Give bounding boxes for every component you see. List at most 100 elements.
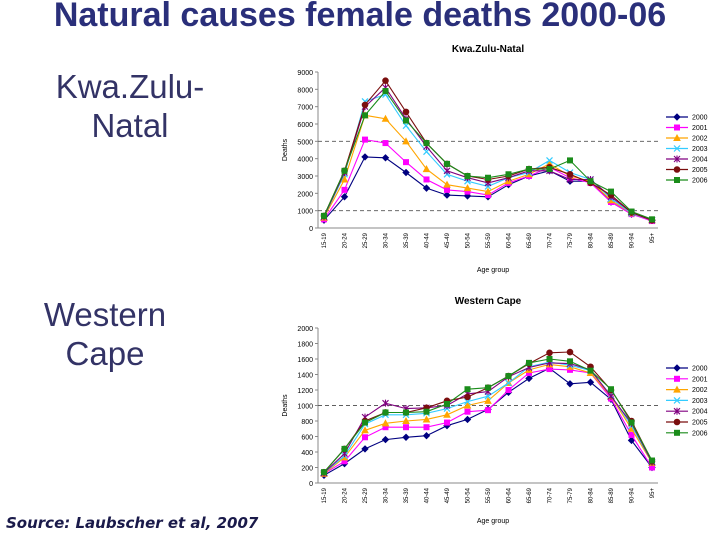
wc-series-2003 [320,358,656,477]
slide-title: Natural causes female deaths 2000-06 [53,0,667,34]
wc-y-tick-label: 200 [301,466,313,473]
wc-data-point [341,445,348,452]
wc-data-point [361,426,369,434]
wc-data-point [382,399,389,407]
kzn-x-tick-label: 20-24 [343,232,349,248]
kzn-data-point [423,148,430,156]
kzn-data-point [464,173,471,179]
kzn-x-tick-label: 95+ [650,233,656,244]
kzn-data-point [422,184,431,192]
wc-legend-entry-2002: 2002 [666,385,708,394]
wc-data-point [321,469,327,476]
wc-legend-entry-2005: 2005 [666,418,708,427]
wc-y-tick-label: 2000 [297,326,313,333]
wc-data-point [526,359,532,366]
kzn-data-point [361,153,369,161]
wc-legend-label: 2003 [692,398,708,405]
wc-data-point [423,408,430,415]
wc-data-point [566,348,574,356]
wc-data-point [587,367,594,374]
wc-data-point [381,419,390,427]
wc-data-point [608,386,614,393]
kzn-data-point [567,157,573,164]
kzn-data-point [402,168,410,177]
wc-legend-label: 2002 [692,387,708,394]
wc-y-tick-label: 1400 [297,373,313,380]
kzn-data-point [649,216,655,223]
kzn-data-point [443,167,451,175]
wc-data-point [422,432,431,440]
wc-x-tick-label: 80-84 [589,487,595,503]
wc-data-point [463,401,472,409]
wc-legend-entry-2006: 2006 [666,429,708,437]
wc-legend-marker [674,375,680,382]
kzn-x-tick-label: 40-44 [425,232,431,248]
kzn-legend-marker [673,155,681,163]
wc-legend-entry-2001: 2001 [666,375,708,383]
wc-data-point [525,374,533,383]
kzn-data-point [321,212,327,219]
wc-data-point [485,407,491,414]
wc-x-axis-label: Age group [477,518,509,525]
wc-legend-marker [673,407,681,415]
kzn-x-tick-label: 55-59 [486,232,492,248]
wc-data-point [546,356,553,362]
kzn-y-tick-label: 6000 [297,122,313,129]
wc-data-point [628,431,635,438]
kzn-data-point [341,167,348,174]
wc-data-point [649,457,655,464]
wc-legend-label: 2000 [692,366,708,373]
kzn-legend-label: 2000 [692,115,708,122]
kzn-y-tick-label: 2000 [297,191,313,198]
kzn-y-tick-label: 1000 [297,209,313,216]
kzn-y-tick-label: 7000 [297,105,313,112]
kzn-legend-label: 2006 [692,178,708,185]
kzn-legend-marker [674,124,680,131]
kzn-data-point [381,154,390,162]
wc-y-tick-label: 1600 [297,357,313,364]
wc-x-tick-label: 90-94 [630,487,636,503]
kzn-x-tick-label: 45-49 [445,232,451,248]
kzn-legend-entry-2000: 2000 [666,113,708,122]
wc-y-axis-label: Deaths [282,394,289,417]
wc-y-tick-label: 1800 [297,342,313,349]
kzn-data-point [402,122,410,130]
wc-x-tick-label: 50-54 [466,487,472,503]
wc-y-tick-label: 1200 [297,388,313,395]
kzn-data-point [403,159,409,166]
kzn-data-point [463,184,472,192]
kzn-x-tick-label: 65-69 [527,232,533,248]
wc-data-point [464,408,471,415]
wc-data-point [586,378,595,386]
kzn-data-point [340,175,349,183]
kzn-data-point [526,166,532,173]
wc-data-point [422,415,431,423]
kzn-legend-entry-2005: 2005 [666,166,708,174]
kzn-x-tick-label: 75-79 [568,232,574,248]
kzn-legend-marker [673,166,681,173]
kzn-x-tick-label: 85-89 [609,232,615,248]
kzn-data-point [422,165,431,173]
kzn-legend-entry-2003: 2003 [666,145,708,153]
kzn-data-point [381,114,390,122]
wc-legend-label: 2005 [692,420,708,427]
wc-x-tick-label: 45-49 [445,487,451,503]
wc-data-point [444,419,450,426]
kzn-data-point [443,191,451,199]
wc-legend-marker [673,385,681,393]
kzn-data-point [628,208,635,215]
wc-data-point [627,436,636,445]
kzn-x-tick-label: 70-74 [548,232,554,248]
wc-legend-marker [673,418,681,426]
wc-data-point [423,424,430,431]
wc-data-point [403,409,409,416]
wc-data-point [505,379,512,387]
kzn-data-point [443,180,451,188]
kzn-chart-title: Kwa.Zulu-Natal [452,44,524,55]
wc-data-point [505,373,512,380]
wc-x-tick-label: 15-19 [322,487,328,503]
wc-x-tick-label: 55-59 [486,487,492,503]
kzn-x-tick-label: 50-54 [466,232,472,248]
kzn-x-tick-label: 35-39 [404,232,410,248]
source-citation: Source: Laubscher et al, 2007 [6,514,259,532]
